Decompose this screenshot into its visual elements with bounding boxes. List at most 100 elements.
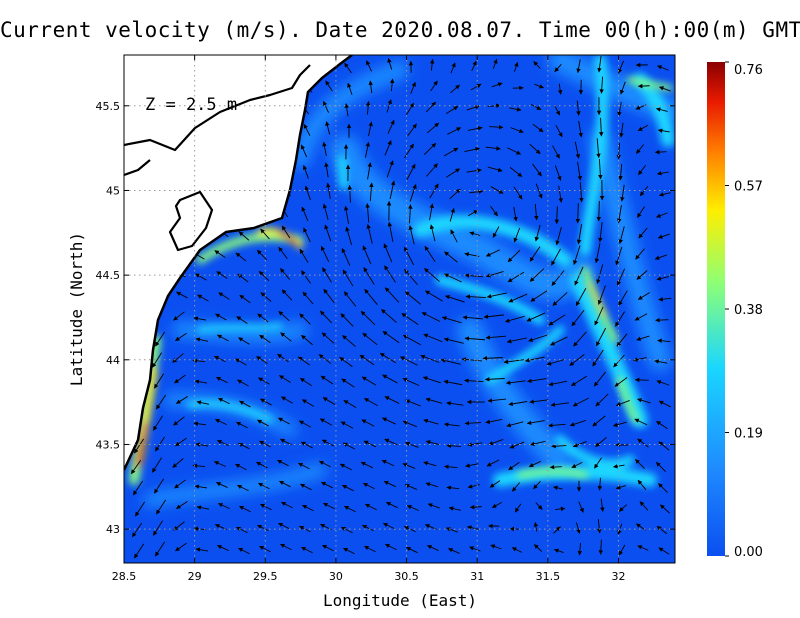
velocity-arrow	[485, 418, 503, 425]
velocity-arrow	[637, 124, 649, 132]
velocity-arrow	[571, 309, 585, 327]
velocity-arrow	[362, 524, 374, 532]
velocity-arrow	[533, 544, 543, 552]
velocity-arrow	[382, 374, 398, 384]
velocity-arrow	[347, 184, 353, 203]
velocity-arrow	[492, 226, 500, 238]
velocity-arrow	[429, 58, 435, 71]
velocity-arrow	[548, 314, 566, 326]
velocity-arrow	[485, 146, 501, 151]
velocity-arrow	[637, 206, 645, 218]
velocity-arrow	[444, 251, 458, 263]
velocity-arrow	[466, 105, 480, 111]
velocity-arrow	[343, 205, 349, 224]
velocity-arrow	[363, 267, 375, 285]
velocity-arrow	[195, 547, 209, 552]
velocity-arrow	[343, 400, 357, 408]
velocity-arrow	[326, 182, 331, 199]
y-tick-label: 43	[106, 523, 120, 536]
velocity-arrow	[613, 464, 625, 469]
velocity-arrow	[529, 143, 541, 155]
chart-title: Current velocity (m/s). Date 2020.08.07.…	[0, 18, 800, 42]
velocity-arrow	[596, 200, 602, 222]
velocity-arrow	[279, 480, 291, 488]
velocity-arrow	[656, 462, 666, 472]
velocity-arrow	[409, 184, 417, 202]
velocity-arrow	[259, 334, 271, 344]
velocity-arrow	[302, 165, 309, 179]
velocity-arrow	[258, 377, 270, 385]
velocity-arrow	[257, 313, 269, 323]
velocity-arrow	[401, 312, 419, 326]
velocity-arrow	[387, 58, 393, 70]
velocity-arrow	[361, 376, 377, 386]
velocity-arrow	[534, 203, 539, 221]
x-axis-label: Longitude (East)	[323, 591, 477, 610]
velocity-arrow	[655, 107, 668, 112]
velocity-arrow	[369, 182, 374, 202]
velocity-arrow	[551, 270, 565, 286]
velocity-arrow	[258, 270, 270, 282]
velocity-arrow	[278, 417, 290, 425]
velocity-arrow	[175, 542, 187, 552]
velocity-arrow	[658, 192, 671, 197]
velocity-arrow	[322, 267, 332, 283]
speed-streaks-strong	[129, 77, 673, 485]
velocity-arrow	[578, 501, 584, 513]
velocity-arrow	[425, 397, 443, 404]
velocity-arrow	[572, 397, 590, 407]
velocity-arrow	[277, 353, 289, 363]
velocity-arrow	[132, 480, 144, 496]
velocity-arrow	[344, 62, 352, 74]
y-axis-ticks: 43 43.5 44 44.5 45 45.5	[96, 100, 675, 536]
velocity-arrow	[299, 377, 312, 387]
velocity-arrow	[298, 462, 310, 470]
velocity-arrow	[483, 314, 504, 319]
velocity-arrow	[429, 224, 436, 242]
velocity-arrow	[404, 484, 418, 490]
velocity-arrow	[656, 420, 668, 430]
velocity-arrow	[488, 439, 504, 446]
velocity-arrow	[321, 439, 334, 447]
velocity-arrow	[176, 291, 188, 299]
velocity-arrow	[595, 393, 609, 407]
velocity-arrow	[618, 226, 625, 245]
velocity-arrow	[389, 78, 395, 92]
velocity-arrow	[365, 203, 370, 223]
velocity-arrow	[491, 501, 502, 509]
velocity-arrow	[616, 205, 622, 224]
velocity-arrow	[172, 458, 184, 468]
velocity-arrow	[368, 121, 373, 137]
velocity-arrow	[345, 226, 353, 246]
velocity-arrow	[553, 104, 561, 116]
velocity-arrow	[366, 60, 372, 72]
velocity-arrow	[529, 268, 545, 282]
velocity-arrow	[214, 355, 226, 363]
velocity-arrow	[553, 526, 561, 534]
velocity-arrow	[239, 505, 251, 513]
velocity-arrow	[258, 482, 270, 490]
velocity-arrow	[218, 397, 230, 405]
velocity-arrow	[278, 246, 288, 260]
velocity-arrow	[620, 81, 626, 95]
velocity-arrow	[555, 506, 566, 512]
velocity-arrow	[408, 225, 415, 245]
velocity-arrow	[446, 443, 462, 449]
velocity-arrow	[594, 457, 602, 469]
velocity-arrow	[614, 377, 628, 387]
velocity-arrow	[529, 399, 549, 404]
velocity-arrow	[321, 332, 335, 344]
velocity-arrow	[172, 353, 184, 363]
velocity-arrow	[341, 248, 351, 266]
velocity-arrow	[509, 167, 523, 177]
velocity-arrow	[387, 221, 394, 242]
velocity-arrow	[533, 521, 539, 532]
velocity-arrow	[633, 357, 647, 362]
velocity-arrow	[423, 418, 439, 425]
velocity-arrow	[155, 499, 167, 515]
velocity-arrow	[533, 61, 541, 69]
y-tick-label: 44.5	[96, 269, 121, 282]
velocity-arrow	[406, 546, 418, 554]
velocity-arrow	[130, 459, 142, 475]
velocity-arrow	[490, 544, 502, 550]
